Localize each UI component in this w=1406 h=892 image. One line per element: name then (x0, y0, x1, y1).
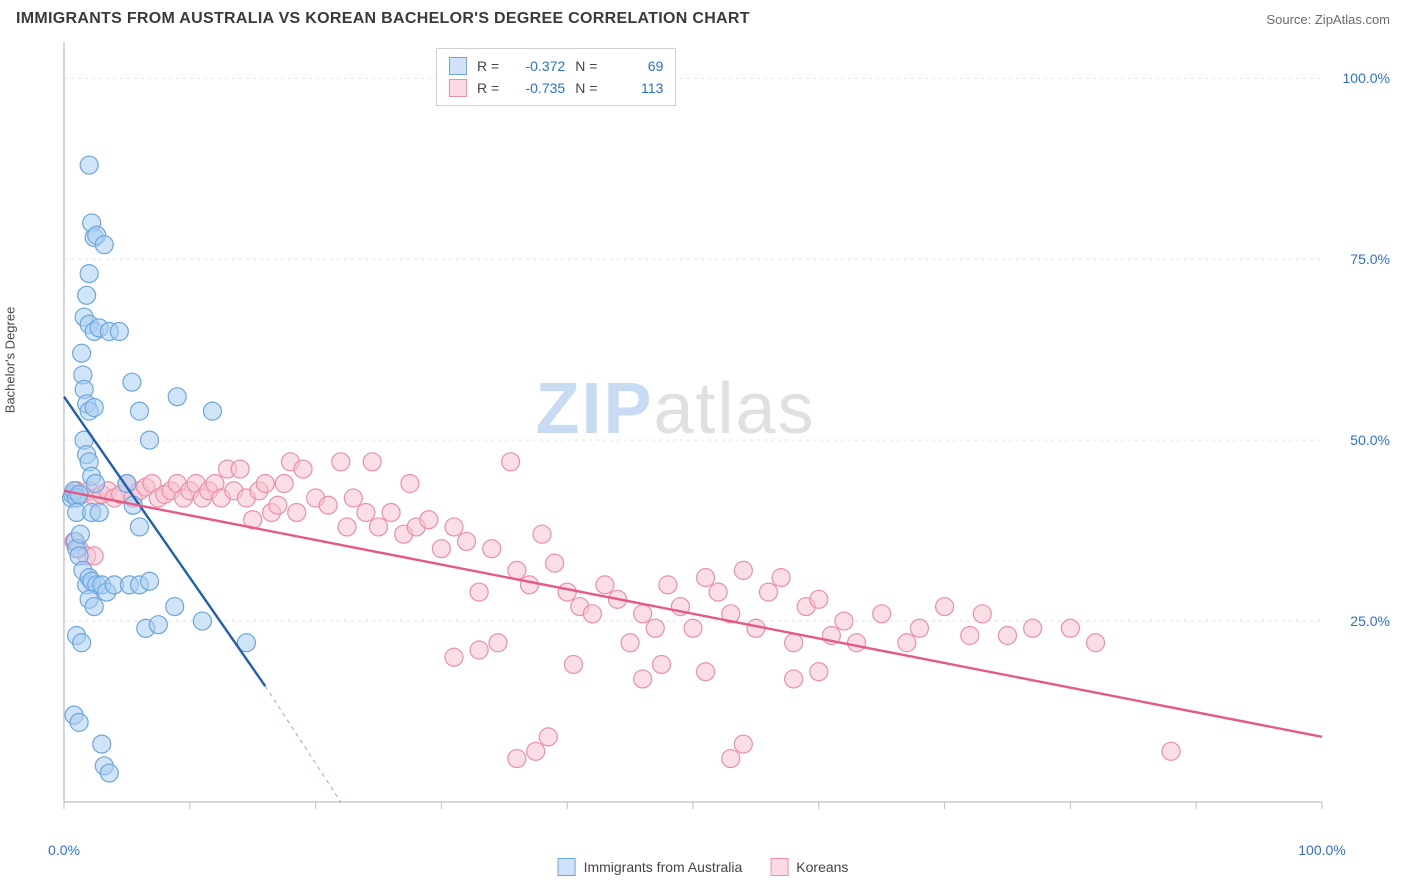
chart-header: IMMIGRANTS FROM AUSTRALIA VS KOREAN BACH… (0, 0, 1406, 36)
legend-item-australia: Immigrants from Australia (558, 858, 743, 876)
y-tick-label: 25.0% (1350, 613, 1390, 629)
legend-swatch-australia (558, 858, 576, 876)
y-tick-label: 75.0% (1350, 251, 1390, 267)
x-tick-label: 100.0% (1298, 842, 1345, 858)
chart-title: IMMIGRANTS FROM AUSTRALIA VS KOREAN BACH… (16, 10, 750, 28)
stat-n-label: N = (575, 77, 597, 99)
source-credit: Source: ZipAtlas.com (1266, 12, 1390, 27)
stat-n-koreans: 113 (607, 77, 663, 99)
legend-item-koreans: Koreans (770, 858, 848, 876)
stats-row-australia: R = -0.372 N = 69 (449, 55, 663, 77)
scatter-plot (16, 42, 1392, 852)
legend-swatch-koreans (770, 858, 788, 876)
bottom-legend: Immigrants from Australia Koreans (558, 858, 849, 876)
swatch-australia (449, 57, 467, 75)
y-axis-label: Bachelor's Degree (3, 307, 18, 414)
stats-row-koreans: R = -0.735 N = 113 (449, 77, 663, 99)
stat-r-australia: -0.372 (509, 55, 565, 77)
stats-box: R = -0.372 N = 69 R = -0.735 N = 113 (436, 48, 676, 106)
y-tick-label: 50.0% (1350, 432, 1390, 448)
y-tick-label: 100.0% (1343, 70, 1390, 86)
legend-label-australia: Immigrants from Australia (584, 859, 743, 875)
swatch-koreans (449, 79, 467, 97)
stat-r-koreans: -0.735 (509, 77, 565, 99)
x-tick-label: 0.0% (48, 842, 80, 858)
stat-n-label: N = (575, 55, 597, 77)
chart-area: Bachelor's Degree ZIPatlas R = -0.372 N … (16, 42, 1390, 876)
stat-r-label: R = (477, 77, 499, 99)
stat-n-australia: 69 (607, 55, 663, 77)
legend-label-koreans: Koreans (796, 859, 848, 875)
stat-r-label: R = (477, 55, 499, 77)
